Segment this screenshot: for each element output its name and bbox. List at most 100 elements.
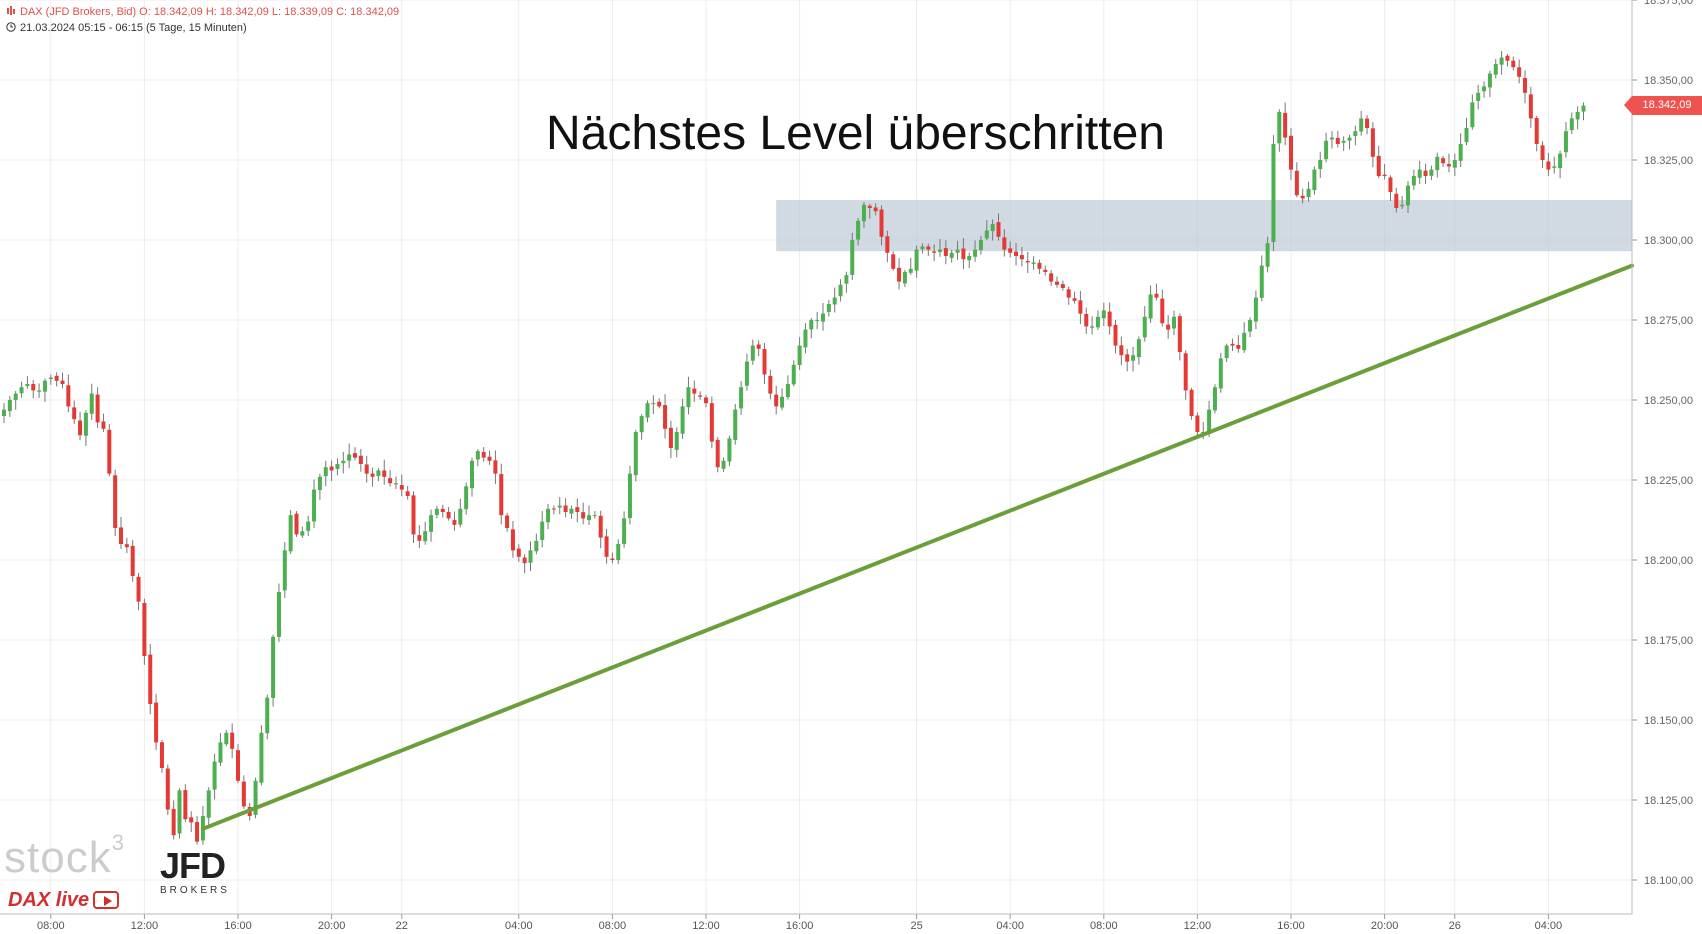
candle-body	[510, 529, 515, 551]
candle	[692, 380, 697, 402]
candle-body	[89, 393, 94, 414]
range-header: 21.03.2024 05:15 - 06:15 (5 Tage, 15 Min…	[6, 22, 247, 34]
x-tick-label: 20:00	[318, 920, 346, 932]
candle-icon	[6, 6, 16, 16]
candle-body	[1049, 273, 1054, 282]
candle	[470, 457, 474, 497]
candle-body	[7, 400, 12, 412]
candle-body	[411, 495, 416, 535]
candle	[1487, 70, 1492, 98]
y-axis: 18.375,00 18.350,00 18.325,00 18.300,00 18.2…	[1631, 0, 1693, 914]
candle	[317, 473, 322, 500]
candle	[212, 753, 217, 800]
candle	[1376, 145, 1381, 179]
candle-body	[1008, 248, 1013, 253]
candle-body	[709, 403, 714, 442]
candle-body	[177, 790, 182, 834]
candle	[1552, 156, 1557, 174]
candle-body	[376, 470, 381, 476]
candle	[364, 455, 369, 483]
candle-body	[1189, 389, 1194, 416]
candle	[282, 542, 287, 598]
candle-body	[1248, 320, 1253, 332]
candle	[1546, 152, 1551, 176]
candle	[1482, 81, 1487, 98]
candle	[1136, 336, 1141, 365]
candle-body	[78, 420, 83, 436]
candle-body	[914, 249, 919, 271]
candle-body	[1441, 158, 1446, 164]
candle	[780, 388, 785, 411]
candle	[651, 395, 656, 414]
candle	[1236, 335, 1241, 353]
candle	[113, 469, 118, 537]
candle	[826, 300, 831, 317]
candle-body	[1511, 60, 1516, 68]
y-tick-label: 18.100,00	[1644, 875, 1693, 887]
dax-live-text: DAX live	[8, 889, 90, 911]
candle-body	[622, 518, 627, 544]
candle	[938, 239, 942, 257]
candle	[323, 460, 328, 487]
candle	[1265, 236, 1270, 273]
candle-body	[1172, 316, 1176, 329]
candle-body	[119, 527, 123, 544]
candle	[739, 381, 744, 415]
candle-body	[768, 375, 773, 394]
candle	[1452, 153, 1457, 177]
candle-body	[1558, 153, 1563, 169]
y-tick-label: 18.125,00	[1644, 795, 1693, 807]
candle-body	[83, 412, 88, 436]
candle-body	[663, 405, 668, 429]
candle	[253, 777, 258, 819]
candle	[1417, 160, 1422, 185]
candle	[961, 237, 966, 270]
candle	[645, 400, 650, 423]
candle	[844, 271, 849, 293]
candle-body	[1458, 144, 1463, 161]
candle-body	[470, 460, 474, 489]
candle-body	[581, 512, 586, 519]
y-tick-label: 18.200,00	[1644, 555, 1693, 567]
candle	[704, 395, 708, 408]
candle-body	[1055, 281, 1059, 285]
candle	[1563, 121, 1568, 158]
candle-body	[897, 267, 902, 282]
candle	[230, 723, 235, 759]
candle-body	[1148, 294, 1153, 319]
candle-body	[312, 489, 317, 522]
candle	[581, 502, 586, 525]
candle	[440, 504, 445, 518]
candle-body	[528, 550, 533, 563]
candle-body	[791, 364, 796, 385]
candle	[353, 447, 357, 461]
candle-body	[1499, 57, 1504, 65]
candle-body	[1318, 160, 1323, 170]
candle-body	[973, 249, 978, 257]
candle	[1259, 255, 1264, 302]
candle	[329, 460, 334, 481]
candle	[1242, 322, 1247, 353]
candle	[1148, 285, 1153, 323]
candle	[417, 525, 422, 549]
candle	[1300, 188, 1305, 204]
candle-body	[891, 254, 896, 269]
candle-body	[1195, 415, 1200, 432]
candle	[136, 572, 141, 611]
candle-body	[1423, 170, 1428, 176]
candle-body	[516, 548, 521, 557]
candle	[1113, 319, 1118, 354]
candle	[481, 447, 486, 462]
candle	[1277, 109, 1282, 152]
candle	[1517, 59, 1522, 84]
candle-body	[1482, 86, 1487, 92]
candle-body	[1324, 140, 1329, 160]
candle-body	[1394, 193, 1399, 208]
candle-body	[364, 464, 369, 474]
candle-body	[698, 395, 703, 397]
candle	[1353, 125, 1358, 146]
candle-body	[1411, 176, 1416, 186]
candle-body	[1388, 177, 1393, 192]
